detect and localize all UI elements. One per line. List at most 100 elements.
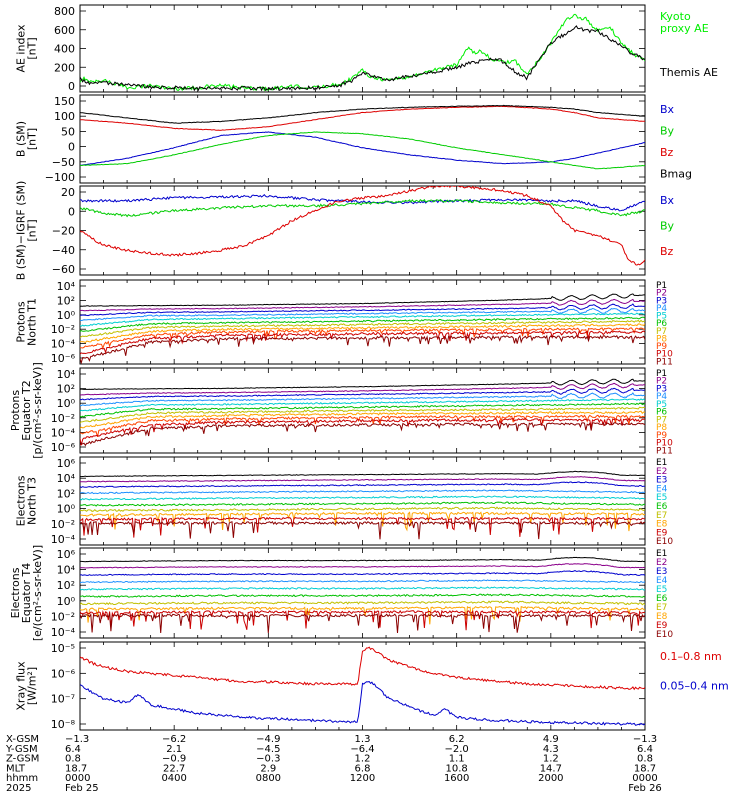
x-row-value: Feb 25 <box>65 783 99 794</box>
y-tick-label: 10⁻⁸ <box>51 718 76 731</box>
x-row-value: 0800 <box>256 773 281 784</box>
legend-label: E2 <box>656 558 667 568</box>
y-tick-label: 10⁴ <box>57 472 76 485</box>
y-tick-label: 10⁻⁶ <box>51 352 76 365</box>
y-tick-label: 10⁻⁴ <box>51 426 76 439</box>
legend-label: P2 <box>656 377 667 387</box>
y-tick-label: 0 <box>68 141 75 154</box>
legend-label: proxy AE <box>660 22 709 35</box>
series-line-E2 <box>80 476 645 483</box>
y-axis-label: B (SM) <box>15 121 28 157</box>
y-axis-label: [nT] <box>26 128 39 150</box>
y-tick-label: 200 <box>54 61 75 74</box>
panel-frame <box>79 4 646 93</box>
x-row-label: hhmm <box>6 773 38 784</box>
x-row-label: Z-GSM <box>6 754 39 765</box>
legend-label: P9 <box>656 431 667 441</box>
x-row-value: −0.9 <box>162 754 186 765</box>
series-line-Bmag <box>80 104 645 124</box>
series-line-E9 <box>80 609 645 631</box>
y-tick-label: 50 <box>61 125 75 138</box>
series-line-E7 <box>80 600 645 606</box>
series-line-P10 <box>80 417 645 446</box>
series-line-Bz <box>80 186 645 266</box>
legend-label: E6 <box>656 594 668 604</box>
x-row-value: 1200 <box>350 773 375 784</box>
x-row-value: 2.1 <box>166 744 182 755</box>
x-row-value: 1.3 <box>355 734 371 745</box>
y-axis-label: [nT] <box>26 219 39 241</box>
series-line-E8 <box>80 605 645 625</box>
y-tick-label: 0 <box>68 205 75 218</box>
y-tick-label: 10⁻⁴ <box>51 338 76 351</box>
series-line-E9 <box>80 516 645 538</box>
series-line-By <box>80 131 645 170</box>
series-line-Bx <box>80 131 645 166</box>
series-group <box>80 13 645 92</box>
y-axis-label: Equator T2 <box>20 380 33 440</box>
y-axis-label: Electrons <box>9 567 22 618</box>
legend-label: Kyoto <box>660 10 691 23</box>
x-row-value: 18.7 <box>65 763 87 774</box>
series-group <box>80 378 645 447</box>
y-tick-label: 20 <box>61 186 75 199</box>
x-row-value: −1.3 <box>633 734 657 745</box>
x-row-value: 18.7 <box>634 763 656 774</box>
x-row-value: −4.5 <box>256 744 280 755</box>
legend-label: P6 <box>656 408 667 418</box>
legend-label: E9 <box>656 621 668 631</box>
y-axis-label: AE index <box>15 24 28 73</box>
x-row-value: −1.3 <box>65 734 89 745</box>
y-tick-label: 400 <box>54 43 75 56</box>
legend-label: E7 <box>656 603 667 613</box>
series-line-E3 <box>80 570 645 576</box>
y-tick-label: 100 <box>54 110 75 123</box>
y-tick-label: 10² <box>57 579 75 592</box>
legend-label: P7 <box>656 327 667 337</box>
legend-label: E3 <box>656 476 667 486</box>
series-line-P9 <box>80 327 645 350</box>
legend-label: P10 <box>656 439 673 449</box>
series-line-E4 <box>80 579 645 584</box>
y-tick-label: 10⁻² <box>51 610 75 623</box>
legend-label: P5 <box>656 400 667 410</box>
legend-label: E1 <box>656 549 667 559</box>
series-line-E10 <box>80 520 645 540</box>
legend-label: E9 <box>656 528 668 538</box>
y-axis-label: [W/m²] <box>26 667 39 705</box>
y-axis-label: Equator T4 <box>20 563 33 623</box>
series-line-E8 <box>80 511 645 532</box>
legend-label: Bmag <box>660 168 692 181</box>
series-line-E10 <box>80 612 645 634</box>
series-line-E5 <box>80 495 645 501</box>
x-row-value: −6.4 <box>350 744 374 755</box>
series-line-P1 <box>80 293 645 307</box>
x-row-value: 4.9 <box>543 734 559 745</box>
series-line-E6 <box>80 501 645 507</box>
y-tick-label: 10⁻⁵ <box>51 642 75 655</box>
series-line-E6 <box>80 593 645 599</box>
series-line-P6 <box>80 402 645 418</box>
y-axis-label: Xray flux <box>15 661 28 711</box>
legend-label: E4 <box>656 484 668 494</box>
x-row-value: 0.8 <box>637 754 653 765</box>
series-group <box>80 293 645 364</box>
x-row-value: 1600 <box>444 773 469 784</box>
y-tick-label: 10⁴ <box>57 564 76 577</box>
legend-label: P3 <box>656 296 667 306</box>
x-row-value: −4.9 <box>256 734 280 745</box>
panel-frame <box>79 185 646 276</box>
series-line-Bz <box>80 105 645 131</box>
legend-label: P1 <box>656 369 667 379</box>
series-line-E1 <box>80 556 645 563</box>
legend-label: 0.05–0.4 nm <box>660 680 729 693</box>
legend-label: E8 <box>656 612 668 622</box>
y-tick-label: −20 <box>52 225 75 238</box>
series-line-P8 <box>80 323 645 344</box>
legend-label: P3 <box>656 384 667 394</box>
y-axis-label: [e/(cm²-s-sr-keV)] <box>31 545 44 641</box>
